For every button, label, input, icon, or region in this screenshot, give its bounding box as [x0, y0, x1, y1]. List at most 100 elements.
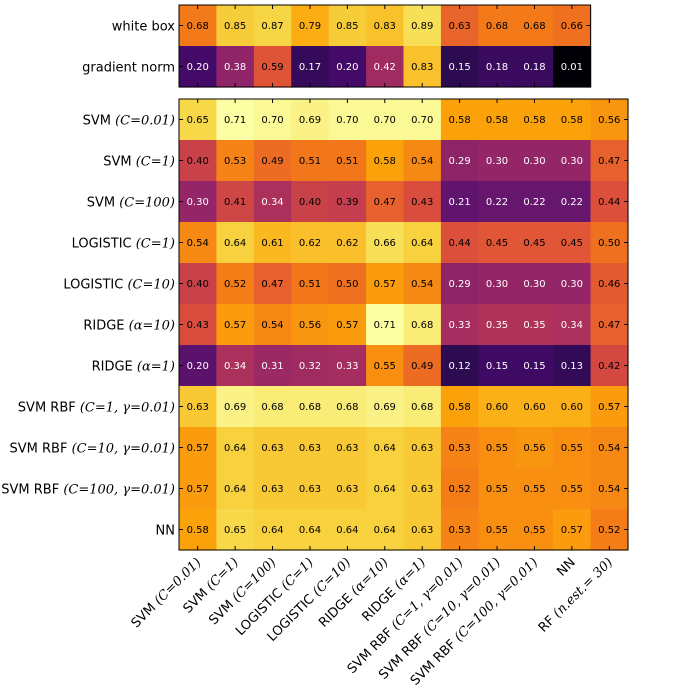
heatmap-cell	[590, 181, 629, 223]
cell-value-label: 0.42	[598, 361, 620, 372]
cell-value-label: 0.69	[224, 402, 246, 413]
cell-value-label: 0.52	[448, 484, 470, 495]
cell-value-label: 0.68	[336, 402, 358, 413]
cell-value-label: 0.66	[374, 238, 396, 249]
cell-value-label: 0.56	[299, 320, 321, 331]
heatmap-cell	[478, 140, 517, 182]
heatmap-cell	[179, 46, 218, 88]
cell-value-label: 0.31	[261, 361, 283, 372]
heatmap-cell	[328, 99, 367, 141]
heatmap-cell	[216, 263, 255, 305]
cell-value-label: 0.53	[224, 156, 246, 167]
heatmap-cell	[328, 304, 367, 346]
cell-value-label: 0.50	[336, 279, 358, 290]
heatmap-cell	[553, 427, 592, 469]
heatmap-cell	[253, 181, 292, 223]
heatmap-cell	[179, 5, 218, 47]
heatmap-cell	[403, 140, 442, 182]
cell-value-label: 0.15	[523, 361, 545, 372]
heatmap-cell	[328, 509, 367, 551]
cell-value-label: 0.64	[299, 525, 321, 536]
heatmap-cell	[291, 386, 330, 428]
cell-value-label: 0.18	[523, 62, 545, 73]
cell-value-label: 0.55	[374, 361, 396, 372]
cell-value-label: 0.12	[448, 361, 470, 372]
white-box-gradient-norm-heatmap: 0.68 0.85 0.87 0.79 0.85 0.83 0.89 0.63 0.68 0.68…	[82, 4, 592, 88]
cell-value-label: 0.42	[374, 62, 396, 73]
heatmap-cell	[179, 304, 218, 346]
heatmap-cell	[553, 386, 592, 428]
cell-value-label: 0.71	[224, 115, 246, 126]
heatmap-cell	[216, 5, 255, 47]
cell-value-label: 0.66	[561, 21, 583, 32]
cell-value-label: 0.49	[411, 361, 433, 372]
cell-value-label: 0.85	[224, 21, 246, 32]
cell-value-label: 0.30	[561, 279, 583, 290]
cell-value-label: 0.63	[448, 21, 470, 32]
cell-value-label: 0.63	[336, 443, 358, 454]
heatmap-cell	[515, 509, 554, 551]
heatmap-cell	[590, 222, 629, 264]
heatmap-cell	[590, 427, 629, 469]
heatmap-cell	[515, 140, 554, 182]
column-label: NN	[554, 555, 578, 579]
heatmap-cell	[291, 345, 330, 387]
heatmap-cell	[478, 427, 517, 469]
heatmap-cell	[179, 140, 218, 182]
row-label: SVM (C=100)	[87, 196, 175, 211]
cell-value-label: 0.55	[523, 484, 545, 495]
heatmap-cell	[216, 140, 255, 182]
row-label: LOGISTIC (C=1)	[72, 237, 175, 252]
heatmap-cell	[403, 427, 442, 469]
cell-value-label: 0.34	[561, 320, 583, 331]
heatmap-cell	[216, 386, 255, 428]
cell-value-label: 0.13	[561, 361, 583, 372]
cell-value-label: 0.47	[598, 320, 620, 331]
cell-value-label: 0.55	[523, 525, 545, 536]
cell-value-label: 0.43	[411, 197, 433, 208]
cell-value-label: 0.46	[598, 279, 620, 290]
heatmap-cell	[403, 181, 442, 223]
cell-value-label: 0.38	[224, 62, 246, 73]
cell-value-label: 0.54	[261, 320, 283, 331]
heatmap-cell	[553, 5, 592, 47]
heatmap-cell	[216, 468, 255, 510]
cell-value-label: 0.45	[523, 238, 545, 249]
cell-value-label: 0.63	[187, 402, 209, 413]
heatmap-cell	[403, 468, 442, 510]
cell-value-label: 0.22	[523, 197, 545, 208]
heatmap-cell	[253, 140, 292, 182]
cell-value-label: 0.58	[374, 156, 396, 167]
heatmap-cell	[366, 181, 405, 223]
cell-value-label: 0.50	[598, 238, 620, 249]
cell-value-label: 0.58	[561, 115, 583, 126]
cell-value-label: 0.57	[187, 484, 209, 495]
cell-value-label: 0.55	[486, 484, 508, 495]
heatmap-cell	[366, 263, 405, 305]
cell-value-label: 0.64	[224, 484, 246, 495]
heatmap-cell	[366, 427, 405, 469]
cell-value-label: 0.44	[598, 197, 620, 208]
cell-value-label: 0.63	[411, 443, 433, 454]
cell-value-label: 0.47	[261, 279, 283, 290]
heatmap-cell	[590, 345, 629, 387]
heatmap-cell	[366, 304, 405, 346]
heatmap-cell	[179, 222, 218, 264]
heatmap-cell	[179, 181, 218, 223]
heatmap-cell	[478, 222, 517, 264]
row-label: SVM RBF (C=100, γ=0.01)	[1, 483, 175, 498]
heatmap-cell	[590, 509, 629, 551]
transferability-heatmap: 0.65 0.71 0.70 0.69 0.70 0.70 0.70 0.58 0.58 0.58…	[1, 98, 629, 551]
row-label: RIDGE (α=10)	[83, 319, 175, 334]
cell-value-label: 0.70	[261, 115, 283, 126]
heatmap-cell	[515, 304, 554, 346]
cell-value-label: 0.55	[561, 484, 583, 495]
heatmap-cell	[403, 304, 442, 346]
heatmap-cell	[179, 468, 218, 510]
heatmap-cell	[216, 304, 255, 346]
cell-value-label: 0.01	[561, 62, 583, 73]
heatmap-cell	[403, 5, 442, 47]
cell-value-label: 0.60	[486, 402, 508, 413]
cell-value-label: 0.64	[411, 238, 433, 249]
heatmap-cell	[478, 345, 517, 387]
